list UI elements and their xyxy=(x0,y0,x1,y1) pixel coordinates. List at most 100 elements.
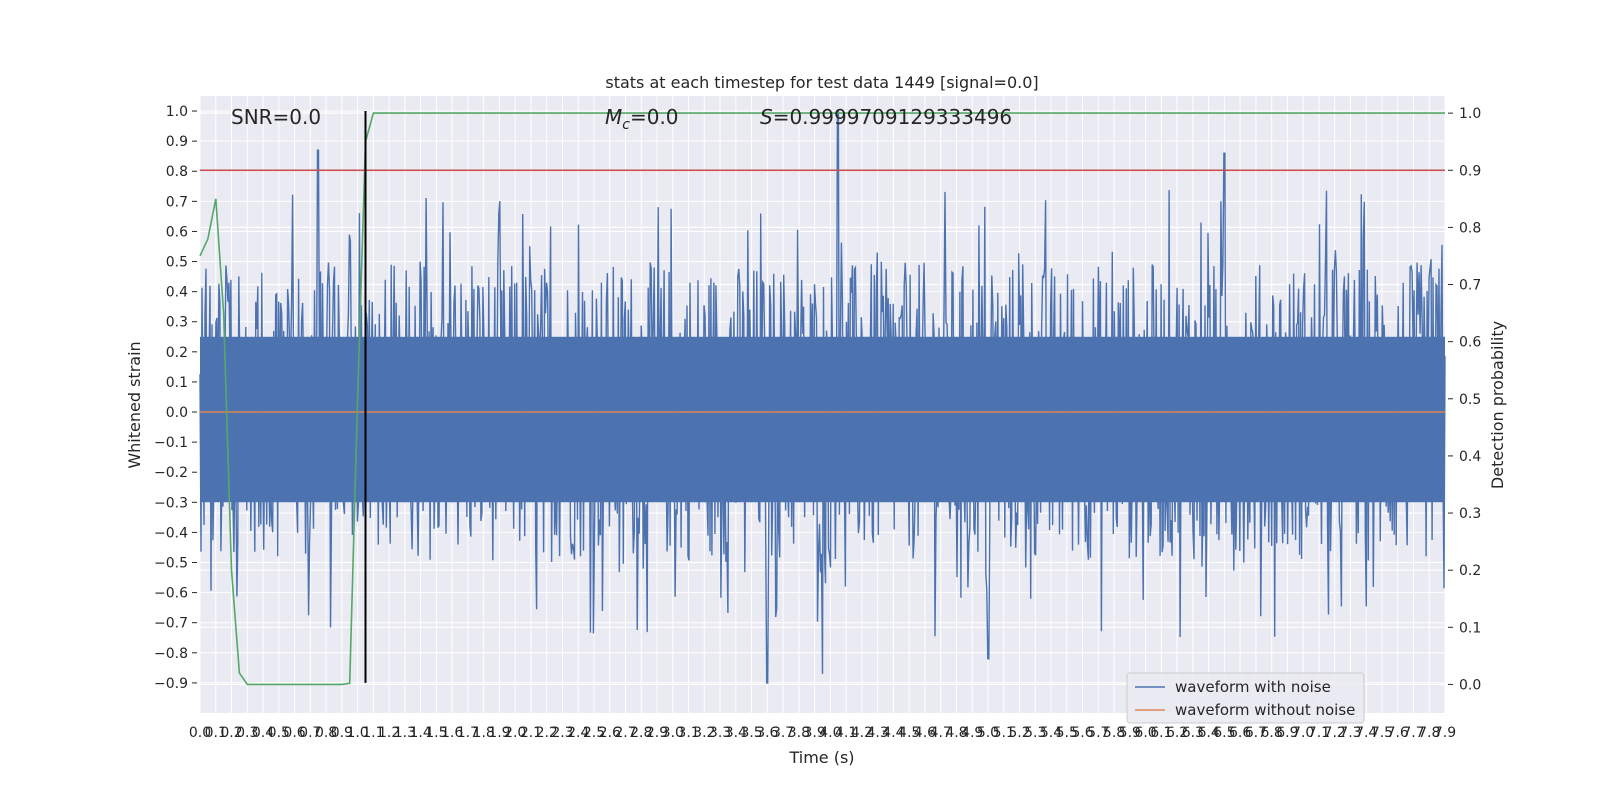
y-tick-label-left: −0.5 xyxy=(154,556,188,572)
y-tick-label-left: 0.3 xyxy=(166,315,188,331)
ticks-layer: 0.00.10.20.30.40.50.60.70.80.91.01.11.21… xyxy=(154,104,1481,741)
x-tick-label: 5.4 xyxy=(1040,725,1062,741)
y-tick-label-right: 0.0 xyxy=(1459,677,1481,693)
y-tick-label-left: 0.8 xyxy=(166,164,188,180)
x-tick-label: 6.1 xyxy=(1150,725,1172,741)
x-tick-label: 3.2 xyxy=(693,725,715,741)
y-tick-label-right: 1.0 xyxy=(1459,106,1481,122)
y-axis-label-left: Whitened strain xyxy=(125,341,144,468)
x-tick-label: 2.2 xyxy=(536,725,558,741)
x-tick-label: 7.4 xyxy=(1355,725,1377,741)
x-tick-label: 1.8 xyxy=(473,725,495,741)
legend-label: waveform with noise xyxy=(1175,678,1331,696)
x-tick-label: 4.8 xyxy=(945,725,967,741)
x-tick-label: 4.3 xyxy=(867,725,889,741)
x-tick-label: 5.0 xyxy=(977,725,999,741)
x-tick-label: 2.3 xyxy=(551,725,573,741)
x-tick-label: 5.9 xyxy=(1119,725,1141,741)
x-tick-label: 4.1 xyxy=(835,725,857,741)
x-tick-label: 1.7 xyxy=(457,725,479,741)
x-tick-label: 7.5 xyxy=(1371,725,1393,741)
series-layer xyxy=(199,110,1446,686)
y-tick-label-left: 0.7 xyxy=(166,194,188,210)
x-tick-label: 3.5 xyxy=(740,725,762,741)
y-tick-label-left: 0.5 xyxy=(166,255,188,271)
y-tick-label-left: 0.2 xyxy=(166,345,188,361)
x-tick-label: 3.3 xyxy=(709,725,731,741)
x-tick-label: 7.1 xyxy=(1308,725,1330,741)
y-tick-label-left: 0.9 xyxy=(166,134,188,150)
snr-annotation: SNR=0.0 xyxy=(231,105,321,129)
x-tick-label: 3.0 xyxy=(662,725,684,741)
x-tick-label: 2.4 xyxy=(567,725,589,741)
x-tick-label: 3.4 xyxy=(725,725,747,741)
x-tick-label: 0.5 xyxy=(268,725,290,741)
y-tick-label-left: −0.9 xyxy=(154,676,188,692)
x-tick-label: 1.2 xyxy=(378,725,400,741)
detection-score-symbol: S xyxy=(760,105,773,129)
y-tick-label-left: 0.6 xyxy=(166,224,188,240)
y-tick-label-left: 1.0 xyxy=(166,104,188,120)
x-tick-label: 3.9 xyxy=(803,725,825,741)
x-tick-label: 1.0 xyxy=(346,725,368,741)
x-tick-label: 0.8 xyxy=(315,725,337,741)
y-tick-label-right: 0.6 xyxy=(1459,335,1481,351)
x-tick-label: 6.3 xyxy=(1182,725,1204,741)
x-tick-label: 6.2 xyxy=(1166,725,1188,741)
x-tick-label: 6.8 xyxy=(1261,725,1283,741)
y-tick-label-left: 0.1 xyxy=(166,375,188,391)
x-tick-label: 7.2 xyxy=(1324,725,1346,741)
x-axis-label: Time (s) xyxy=(788,748,854,767)
y-tick-label-left: −0.7 xyxy=(154,616,188,632)
x-tick-label: 7.6 xyxy=(1387,725,1409,741)
y-tick-label-right: 0.9 xyxy=(1459,163,1481,179)
legend-label: waveform without noise xyxy=(1175,701,1355,719)
y-tick-label-right: 0.1 xyxy=(1459,620,1481,636)
series-detection-probability xyxy=(199,112,1445,686)
x-tick-label: 0.7 xyxy=(299,725,321,741)
x-tick-label: 6.0 xyxy=(1134,725,1156,741)
y-tick-label-left: −0.2 xyxy=(154,465,188,481)
x-tick-label: 5.3 xyxy=(1024,725,1046,741)
x-tick-label: 6.4 xyxy=(1197,725,1219,741)
x-tick-label: 1.4 xyxy=(410,725,432,741)
x-tick-label: 4.6 xyxy=(914,725,936,741)
x-tick-label: 5.6 xyxy=(1071,725,1093,741)
x-tick-label: 5.5 xyxy=(1056,725,1078,741)
x-tick-label: 5.7 xyxy=(1087,725,1109,741)
x-tick-label: 4.2 xyxy=(851,725,873,741)
x-tick-label: 0.6 xyxy=(283,725,305,741)
y-axis-label-right: Detection probability xyxy=(1488,321,1507,489)
x-tick-label: 5.2 xyxy=(1008,725,1030,741)
x-tick-label: 0.4 xyxy=(252,725,274,741)
x-tick-label: 2.9 xyxy=(646,725,668,741)
x-tick-label: 2.8 xyxy=(630,725,652,741)
x-tick-label: 2.1 xyxy=(520,725,542,741)
y-tick-label-left: 0.0 xyxy=(166,405,188,421)
x-tick-label: 7.8 xyxy=(1418,725,1440,741)
x-tick-label: 5.8 xyxy=(1103,725,1125,741)
y-tick-label-left: −0.1 xyxy=(154,435,188,451)
x-tick-label: 3.1 xyxy=(677,725,699,741)
x-tick-label: 7.3 xyxy=(1339,725,1361,741)
x-tick-label: 7.9 xyxy=(1434,725,1456,741)
x-tick-label: 1.3 xyxy=(394,725,416,741)
x-tick-label: 0.0 xyxy=(189,725,211,741)
y-tick-label-right: 0.7 xyxy=(1459,278,1481,294)
series-waveform-with-noise xyxy=(199,110,1446,684)
y-tick-label-right: 0.8 xyxy=(1459,220,1481,236)
x-tick-label: 6.7 xyxy=(1245,725,1267,741)
x-tick-label: 2.0 xyxy=(504,725,526,741)
x-tick-label: 7.7 xyxy=(1402,725,1424,741)
y-tick-label-left: −0.3 xyxy=(154,495,188,511)
x-tick-label: 4.7 xyxy=(930,725,952,741)
x-tick-label: 1.6 xyxy=(441,725,463,741)
x-tick-label: 5.1 xyxy=(993,725,1015,741)
legend: waveform with noise waveform without nois… xyxy=(1126,672,1365,724)
y-tick-label-right: 0.4 xyxy=(1459,449,1481,465)
x-tick-label: 7.0 xyxy=(1292,725,1314,741)
x-tick-label: 2.5 xyxy=(583,725,605,741)
x-tick-label: 6.6 xyxy=(1229,725,1251,741)
x-tick-label: 6.9 xyxy=(1276,725,1298,741)
